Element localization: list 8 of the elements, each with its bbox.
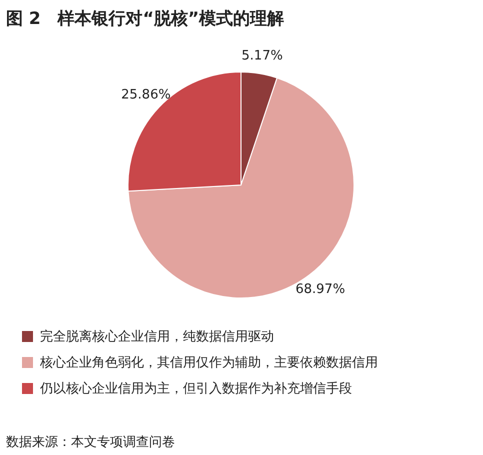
- legend-label: 完全脱离核心企业信用，纯数据信用驱动: [40, 328, 274, 345]
- legend-label: 仍以核心企业信用为主，但引入数据作为补充增信手段: [39, 380, 352, 397]
- source-note: 数据来源：本文专项调查问卷: [6, 435, 175, 450]
- data-label: 5.17%: [242, 48, 283, 64]
- legend-label: 核心企业角色弱化，其信用仅作为辅助，主要依赖数据信用: [39, 354, 378, 371]
- data-label: 25.86%: [121, 87, 171, 102]
- data-label: 68.97%: [295, 282, 346, 297]
- chart-title: 图 2 样本银行对“脱核”模式的理解: [6, 9, 284, 29]
